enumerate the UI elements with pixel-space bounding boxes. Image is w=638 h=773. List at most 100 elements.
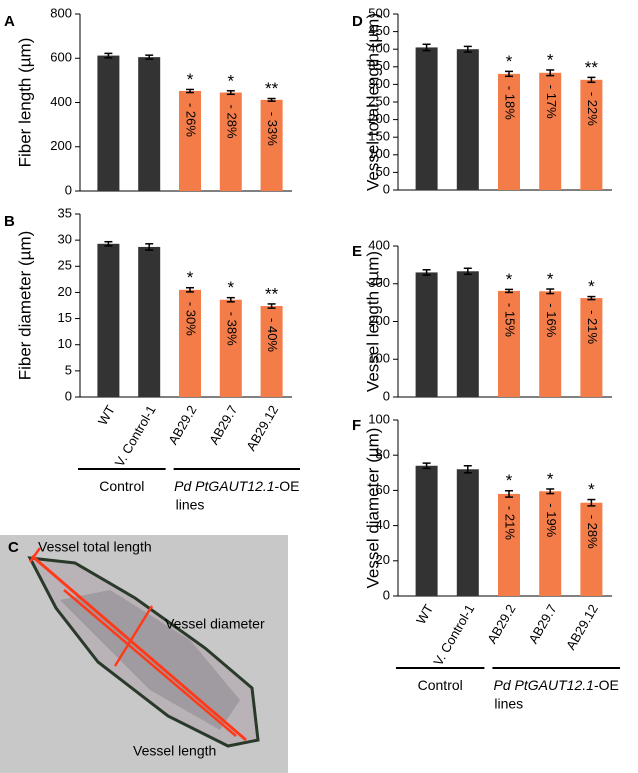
bar — [498, 493, 520, 596]
error-bar — [145, 243, 154, 251]
change-label: - 30% — [184, 302, 199, 336]
y-tick-label: 40 — [376, 517, 390, 532]
error-bar — [422, 43, 431, 52]
total-length-arrow — [31, 554, 247, 742]
error-bar — [267, 303, 276, 309]
error-bar — [422, 269, 431, 276]
x-tick-label: AB29.2 — [484, 602, 518, 646]
change-label: - 19% — [544, 503, 559, 537]
significance: * — [506, 471, 513, 490]
y-tick-label: 15 — [58, 310, 72, 325]
bar — [456, 271, 479, 397]
panel-label: B — [4, 213, 15, 230]
y-tick-label: 200 — [368, 111, 390, 126]
bar — [415, 465, 438, 596]
y-tick-label: 60 — [376, 482, 390, 497]
change-label: - 22% — [585, 92, 600, 126]
y-tick-label: 300 — [368, 76, 390, 91]
bar — [97, 243, 120, 397]
error-bar — [104, 52, 113, 59]
y-axis-title: Vessel length (µm) — [363, 251, 382, 392]
change-label: - 33% — [265, 112, 280, 146]
error-bar — [226, 296, 235, 303]
y-tick-label: 10 — [58, 336, 72, 351]
panel-label: D — [352, 13, 363, 30]
error-bar — [587, 498, 596, 507]
y-tick-label: 0 — [65, 388, 72, 403]
error-bar — [104, 240, 113, 247]
group-label: Control — [99, 478, 144, 494]
bar — [456, 49, 479, 191]
x-tick-label: WT — [413, 602, 436, 627]
error-bar — [505, 490, 513, 498]
error-bar — [546, 488, 555, 495]
y-tick-label: 800 — [50, 5, 72, 20]
change-label: - 16% — [544, 303, 559, 337]
error-bar — [186, 88, 194, 94]
bar — [498, 290, 520, 397]
bar — [456, 469, 479, 596]
y-tick-label: 25 — [58, 258, 72, 273]
y-tick-label: 50 — [376, 164, 390, 179]
y-tick-label: 150 — [368, 129, 390, 144]
y-tick-label: 0 — [383, 388, 390, 403]
bar — [219, 92, 242, 191]
annotation: Vessel diameter — [165, 616, 265, 632]
group-label-text: Control — [418, 677, 463, 693]
y-tick-label: 100 — [368, 351, 390, 366]
error-bar — [267, 97, 276, 102]
significance: * — [547, 469, 554, 488]
y-tick-label: 250 — [368, 93, 390, 108]
y-tick-label: 100 — [368, 146, 390, 161]
y-axis-title: Vessel total length (µm) — [363, 13, 382, 191]
y-axis-title: Vessel diameter (µm) — [363, 428, 382, 589]
significance: * — [588, 480, 595, 499]
error-bar — [587, 295, 596, 301]
x-tick-label: AB29.12 — [243, 403, 281, 454]
error-bar — [463, 465, 472, 474]
change-label: - 17% — [544, 85, 559, 119]
group-label-italic: Pd PtGAUT12.1 — [494, 677, 594, 693]
error-bar — [145, 54, 154, 60]
y-tick-label: 0 — [383, 587, 390, 602]
bar — [179, 90, 201, 191]
panel-label: C — [8, 539, 19, 556]
y-tick-label: 450 — [368, 23, 390, 38]
bar — [580, 502, 603, 596]
group-label: Pd PtGAUT12.1-OE — [494, 677, 619, 693]
significance: * — [547, 270, 554, 289]
annotation: Vessel length — [133, 743, 216, 759]
y-tick-label: 200 — [50, 138, 72, 153]
y-tick-label: 0 — [383, 181, 390, 196]
x-tick-label: V. Control-1 — [430, 602, 477, 669]
significance: ** — [265, 284, 279, 303]
bar — [138, 246, 161, 397]
significance: * — [547, 50, 554, 69]
group-label-text: Control — [99, 478, 144, 494]
change-label: - 21% — [585, 310, 600, 344]
change-label: - 21% — [503, 506, 518, 540]
y-tick-label: 20 — [376, 552, 390, 567]
x-tick-label: AB29.2 — [165, 403, 199, 447]
group-label-line2: lines — [494, 696, 523, 712]
y-tick-label: 35 — [58, 205, 72, 220]
significance: * — [227, 71, 234, 90]
top-arrow — [28, 547, 42, 563]
x-tick-label: V. Control-1 — [112, 403, 159, 470]
significance: ** — [265, 79, 279, 98]
significance: * — [227, 278, 234, 297]
x-tick-label: AB29.7 — [525, 602, 559, 646]
panel-label: E — [352, 243, 362, 260]
y-axis-title: Fiber length (µm) — [15, 38, 34, 168]
group-label-italic: Pd PtGAUT12.1 — [174, 478, 274, 494]
bar — [539, 291, 562, 397]
y-tick-label: 400 — [368, 41, 390, 56]
error-bar — [505, 288, 513, 294]
length-arrow — [63, 589, 237, 737]
bar — [179, 289, 201, 397]
bar — [219, 299, 242, 397]
diameter-arrow — [113, 605, 154, 667]
error-bar — [546, 69, 555, 77]
error-bar — [463, 267, 472, 276]
